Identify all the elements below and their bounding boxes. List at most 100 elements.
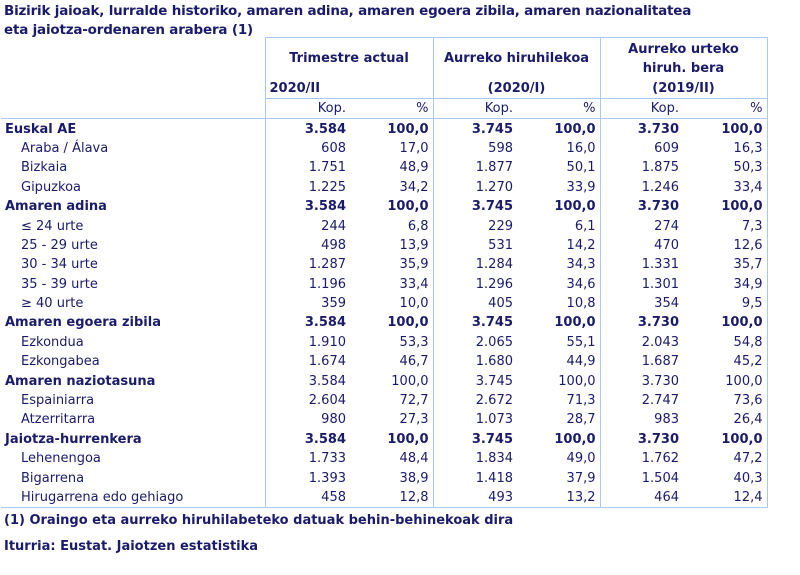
- cell-count: 3.745: [432, 118, 517, 139]
- col-header-current: Trimestre actual: [264, 37, 434, 78]
- table-row: Jaiotza-hurrenkera 3.584 100,0 3.745 100,0 3.…: [1, 429, 768, 450]
- cell-count: 2.604: [264, 390, 350, 411]
- table-row: ≤ 24 urte 244 6,8 229 6,1 274 7,3: [1, 216, 768, 236]
- cell-percent: 55,1: [517, 332, 601, 353]
- table-title: Bizirik jaioak, lurralde historiko, amar…: [4, 2, 691, 40]
- cell-percent: 71,3: [517, 390, 601, 411]
- cell-percent: 35,9: [350, 255, 434, 275]
- col-header-year-ago: Aurreko urteko hiruh. bera: [599, 37, 768, 78]
- cell-percent: 100,0: [683, 118, 768, 139]
- table-row: Lehenengoa 1.733 48,4 1.834 49,0 1.762 47,2: [1, 449, 768, 469]
- cell-percent: 100,0: [350, 371, 434, 391]
- cell-percent: 6,1: [517, 216, 601, 236]
- previous-heading: Aurreko hiruhilekoa: [443, 50, 590, 66]
- table-row: Gipuzkoa 1.225 34,2 1.270 33,9 1.246 33,4: [1, 177, 768, 197]
- table-row: 30 - 34 urte 1.287 35,9 1.284 34,3 1.331 35,7: [1, 255, 768, 275]
- cell-count: 598: [432, 138, 517, 159]
- row-label: Jaiotza-hurrenkera: [5, 431, 142, 447]
- cell-percent: 13,9: [350, 235, 434, 256]
- row-label: 35 - 39 urte: [21, 276, 98, 292]
- cell-percent: 100,0: [517, 118, 601, 139]
- cell-percent: 100,0: [683, 371, 768, 391]
- births-table: Trimestre actual Aurreko hiruhilekoa Aur…: [1, 37, 768, 509]
- cell-count: 1.875: [599, 158, 683, 178]
- cell-count: 3.745: [432, 313, 517, 333]
- cell-count: 2.747: [599, 390, 683, 411]
- source-note: Iturria: Eustat. Jaiotzen estatistika: [4, 539, 259, 554]
- subheader-count: Kop.: [599, 97, 683, 120]
- cell-count: 1.751: [264, 158, 350, 178]
- cell-percent: 28,7: [517, 410, 601, 430]
- cell-percent: 100,0: [683, 429, 768, 450]
- cell-percent: 13,2: [517, 487, 601, 509]
- cell-count: 1.733: [264, 449, 350, 469]
- subheader-percent: %: [683, 97, 768, 120]
- table-row: Ezkondua 1.910 53,3 2.065 55,1 2.043 54,8: [1, 332, 768, 353]
- footnote: (1) Oraingo eta aurreko hiruhilabeteko d…: [4, 513, 514, 528]
- cell-count: 1.296: [432, 274, 517, 294]
- cell-percent: 14,2: [517, 235, 601, 256]
- table-row: Bigarrena 1.393 38,9 1.418 37,9 1.504 40,3: [1, 468, 768, 488]
- period-previous: (2020/I): [432, 78, 601, 99]
- cell-percent: 34,2: [350, 177, 434, 197]
- cell-count: 3.745: [432, 196, 517, 217]
- cell-percent: 10,8: [517, 293, 601, 314]
- cell-count: 1.287: [264, 255, 350, 275]
- cell-percent: 46,7: [350, 352, 434, 372]
- table-row: Amaren adina 3.584 100,0 3.745 100,0 3.730 100…: [1, 196, 768, 217]
- period-current: 2020/II: [264, 78, 434, 99]
- cell-percent: 100,0: [683, 313, 768, 333]
- table-row: 25 - 29 urte 498 13,9 531 14,2 470 12,6: [1, 235, 768, 256]
- cell-percent: 100,0: [350, 429, 434, 450]
- cell-count: 3.745: [432, 371, 517, 391]
- row-label: Bizkaia: [21, 160, 68, 176]
- cell-percent: 40,3: [683, 468, 768, 488]
- row-label: ≥ 40 urte: [21, 296, 84, 312]
- cell-count: 1.393: [264, 468, 350, 488]
- cell-percent: 53,3: [350, 332, 434, 353]
- cell-count: 1.301: [599, 274, 683, 294]
- table-row: Euskal AE 3.584 100,0 3.745 100,0 3.730 100,0: [1, 118, 768, 139]
- cell-percent: 44,9: [517, 352, 601, 372]
- row-label: Ezkongabea: [21, 354, 100, 370]
- row-label: ≤ 24 urte: [21, 218, 84, 234]
- cell-percent: 34,3: [517, 255, 601, 275]
- cell-percent: 50,3: [683, 158, 768, 178]
- cell-percent: 12,4: [683, 487, 768, 509]
- cell-count: 229: [432, 216, 517, 236]
- cell-count: 274: [599, 216, 683, 236]
- cell-count: 498: [264, 235, 350, 256]
- cell-percent: 100,0: [350, 118, 434, 139]
- row-label: Bigarrena: [21, 470, 85, 486]
- cell-count: 458: [264, 487, 350, 509]
- table-row: Amaren egoera zibila 3.584 100,0 3.745 100,0…: [1, 313, 768, 333]
- cell-percent: 37,9: [517, 468, 601, 488]
- table-row: Amaren naziotasuna 3.584 100,0 3.745 100,0 3.…: [1, 371, 768, 391]
- cell-count: 1.680: [432, 352, 517, 372]
- cell-count: 3.730: [599, 429, 683, 450]
- cell-count: 2.065: [432, 332, 517, 353]
- table-row: Atzerritarra 980 27,3 1.073 28,7 983 26,4: [1, 410, 768, 430]
- cell-percent: 100,0: [517, 371, 601, 391]
- year-ago-heading-2: hiruh. bera: [642, 61, 725, 76]
- cell-count: 1.284: [432, 255, 517, 275]
- cell-count: 3.584: [264, 196, 350, 217]
- cell-count: 1.073: [432, 410, 517, 430]
- subheader-percent: %: [350, 97, 434, 120]
- cell-percent: 72,7: [350, 390, 434, 411]
- cell-percent: 12,8: [350, 487, 434, 509]
- table-row: 35 - 39 urte 1.196 33,4 1.296 34,6 1.301 34,9: [1, 274, 768, 294]
- cell-count: 1.762: [599, 449, 683, 469]
- cell-percent: 34,9: [683, 274, 768, 294]
- cell-count: 470: [599, 235, 683, 256]
- cell-count: 405: [432, 293, 517, 314]
- row-label: Amaren egoera zibila: [5, 315, 161, 331]
- cell-percent: 48,4: [350, 449, 434, 469]
- cell-percent: 27,3: [350, 410, 434, 430]
- current-heading: Trimestre actual: [289, 50, 409, 66]
- cell-count: 1.674: [264, 352, 350, 372]
- cell-percent: 16,3: [683, 138, 768, 159]
- table-row: Hirugarrena edo gehiago 458 12,8 493 13,2 464…: [1, 487, 768, 509]
- cell-count: 3.730: [599, 371, 683, 391]
- cell-percent: 100,0: [517, 313, 601, 333]
